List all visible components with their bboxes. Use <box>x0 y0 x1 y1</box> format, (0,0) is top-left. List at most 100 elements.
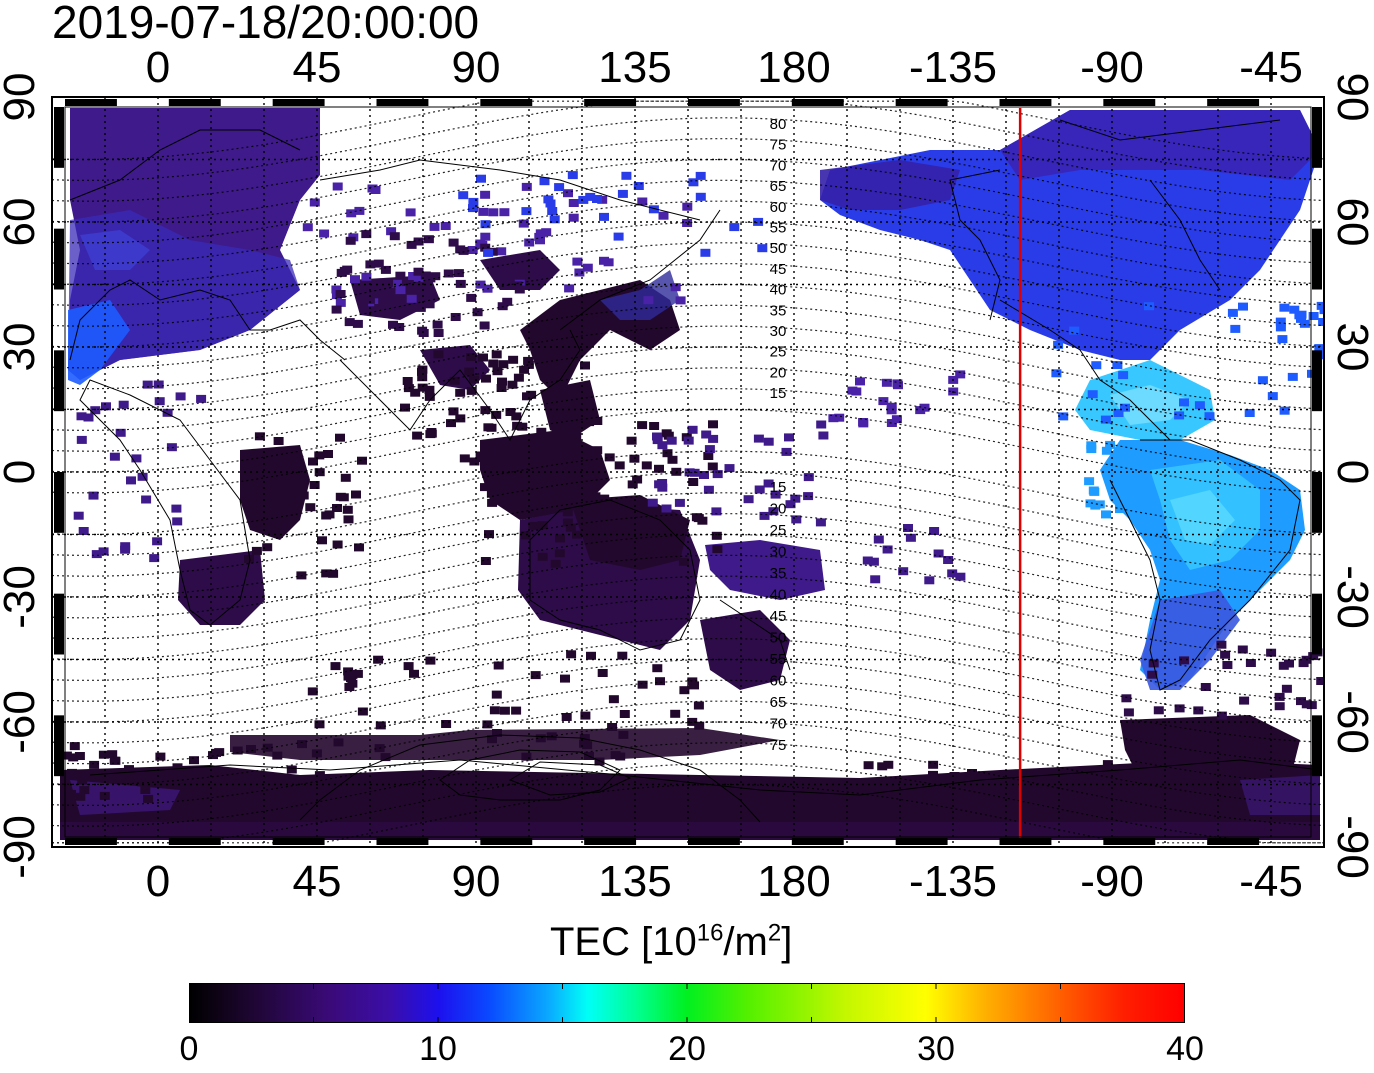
tec-pixel <box>536 427 547 436</box>
tec-pixel <box>695 192 706 201</box>
tec-pixel <box>566 650 577 659</box>
tec-pixel <box>530 671 541 680</box>
tec-pixel <box>565 523 576 532</box>
tec-pixel <box>708 420 718 429</box>
tec-pixel <box>109 756 120 765</box>
tec-pixel <box>637 197 648 206</box>
top-longitude-label: 180 <box>757 43 830 92</box>
tec-pixel <box>357 456 367 465</box>
magnetic-latitude-curve <box>52 138 1324 223</box>
tec-pixel <box>142 380 153 389</box>
coastline-segment <box>529 499 701 651</box>
tec-pixel <box>480 243 491 252</box>
tec-pixel <box>563 189 573 198</box>
tec-pixel <box>488 208 499 217</box>
bottom-longitude-label: -135 <box>909 857 997 906</box>
tec-pixel <box>331 305 342 314</box>
tec-pixel <box>1086 445 1097 454</box>
tec-pixel <box>1147 670 1158 679</box>
tec-pixel <box>578 412 589 421</box>
tec-pixel <box>344 683 355 691</box>
tec-pixel <box>517 422 528 431</box>
tec-pixel <box>469 375 479 384</box>
tec-pixel <box>560 395 571 404</box>
tec-pixel <box>666 436 677 445</box>
tec-pixel <box>483 423 494 432</box>
tec-pixel <box>1316 301 1324 310</box>
tec-pixel <box>505 408 516 416</box>
tec-pixel <box>567 171 578 180</box>
tec-pixel <box>1227 308 1238 317</box>
tec-pixel <box>284 468 295 477</box>
tec-pixel <box>499 706 510 715</box>
tec-pixel <box>76 435 87 444</box>
tec-pixel <box>149 554 160 563</box>
tec-pixel <box>579 734 590 743</box>
tec-pixel <box>172 763 183 772</box>
tec-pixel <box>1216 640 1227 649</box>
tec-pixel <box>648 205 659 214</box>
coastline-segment <box>69 129 301 201</box>
tec-pixel <box>768 507 779 516</box>
tec-pixel <box>1112 483 1123 492</box>
tec-pixel <box>537 552 548 561</box>
tec-data-layer <box>60 108 1324 840</box>
tec-pixel <box>126 476 136 485</box>
tec-pixel <box>649 517 660 526</box>
right-latitude-label: 90 <box>1328 73 1374 122</box>
tec-pixel <box>308 457 318 466</box>
tec-pixel <box>785 500 796 509</box>
tec-pixel <box>610 751 621 760</box>
tec-pixel <box>535 734 546 743</box>
tec-pixel <box>365 260 376 269</box>
bottom-longitude-label: 180 <box>757 857 830 906</box>
magnetic-latitude-label: 35 <box>770 565 787 582</box>
tec-pixel <box>568 199 579 207</box>
coastline-segment <box>719 599 791 671</box>
tec-pixel <box>383 278 394 287</box>
tec-pixel <box>863 761 874 770</box>
tec-pixel <box>592 446 603 455</box>
tec-pixel <box>617 502 628 511</box>
tec-pixel <box>649 422 660 430</box>
tec-pixel <box>619 710 630 718</box>
tec-pixel <box>335 298 346 307</box>
tec-pixel <box>424 392 435 401</box>
tec-pixel <box>498 360 509 369</box>
tec-pixel <box>881 378 892 387</box>
tec-pixel <box>546 404 557 413</box>
tec-pixel <box>340 473 351 482</box>
tec-pixel <box>468 197 479 206</box>
tec-pixel <box>521 182 532 191</box>
tec-pixel <box>1294 311 1305 320</box>
colorbar-title-close: ] <box>781 920 793 964</box>
tec-pixel <box>580 451 591 460</box>
tec-pixel <box>558 427 568 436</box>
magnetic-latitude-curve <box>52 554 1324 640</box>
tec-pixel <box>586 651 596 660</box>
magnetic-latitude-curve <box>52 242 1324 327</box>
tec-pixel <box>886 402 897 411</box>
tec-pixel <box>928 760 939 769</box>
tec-pixel <box>693 701 704 710</box>
magnetic-latitude-label: 60 <box>770 199 787 216</box>
coastline-segment <box>508 761 632 796</box>
tec-pixel <box>540 486 551 495</box>
tec-pixel <box>493 455 504 464</box>
tec-pixel <box>521 752 532 761</box>
tec-pixel <box>617 189 628 198</box>
tec-pixel <box>955 572 966 581</box>
tec-pixel <box>426 428 437 436</box>
tec-pixel <box>697 516 708 525</box>
magnetic-latitude-curve <box>52 325 1324 411</box>
tec-pixel <box>667 517 678 525</box>
magnetic-latitude-label: 65 <box>770 178 787 195</box>
tec-pixel <box>374 304 385 312</box>
tec-pixel <box>607 723 618 731</box>
tec-pixel <box>574 268 585 277</box>
tec-pixel <box>724 464 735 473</box>
magnetic-latitude-curve <box>52 346 1324 431</box>
tec-pixel <box>389 232 400 241</box>
tec-pixel <box>521 207 532 216</box>
tec-pixel <box>703 452 714 460</box>
